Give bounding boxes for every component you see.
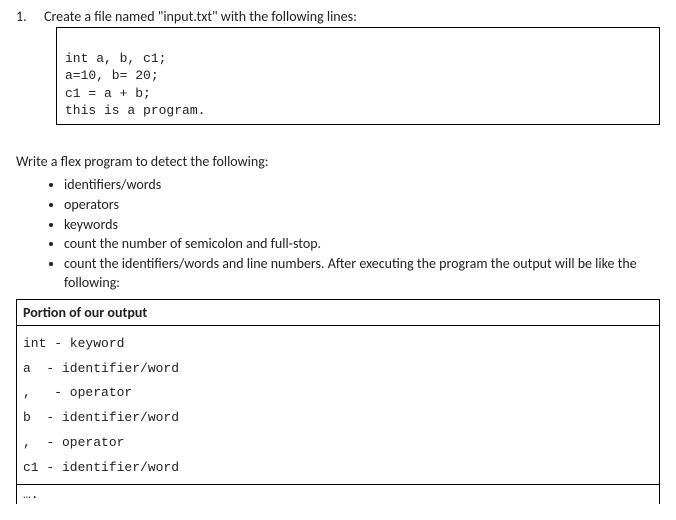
question-row: 1. Create a file named "input.txt" with … — [16, 8, 660, 25]
output-line: b - identifier/word — [23, 410, 179, 425]
code-line: int a, b, c1; — [65, 51, 166, 66]
input-code-box: int a, b, c1; a=10, b= 20; c1 = a + b; t… — [56, 27, 660, 125]
output-ellipsis: …. — [17, 485, 659, 504]
bullet-item: count the identifiers/words and line num… — [64, 255, 660, 293]
output-body: int - keyword a - identifier/word , - op… — [17, 326, 659, 485]
instruction-text: Write a flex program to detect the follo… — [16, 153, 660, 170]
output-line: a - identifier/word — [23, 361, 179, 376]
bullet-list: identifiers/words operators keywords cou… — [16, 176, 660, 293]
code-line: a=10, b= 20; — [65, 68, 159, 83]
code-line: this is a program. — [65, 103, 205, 118]
output-header: Portion of our output — [17, 300, 659, 326]
bullet-item: count the number of semicolon and full-s… — [64, 235, 660, 254]
output-line: , - operator — [23, 385, 132, 400]
bullet-item: operators — [64, 196, 660, 215]
output-box: Portion of our output int - keyword a - … — [16, 299, 660, 504]
output-line: int - keyword — [23, 336, 124, 351]
bullet-item: keywords — [64, 216, 660, 235]
output-line: c1 - identifier/word — [23, 460, 179, 475]
code-line: c1 = a + b; — [65, 86, 151, 101]
bullet-item: identifiers/words — [64, 176, 660, 195]
question-prompt: Create a file named "input.txt" with the… — [44, 8, 357, 25]
question-number: 1. — [16, 8, 34, 25]
output-line: , - operator — [23, 435, 124, 450]
